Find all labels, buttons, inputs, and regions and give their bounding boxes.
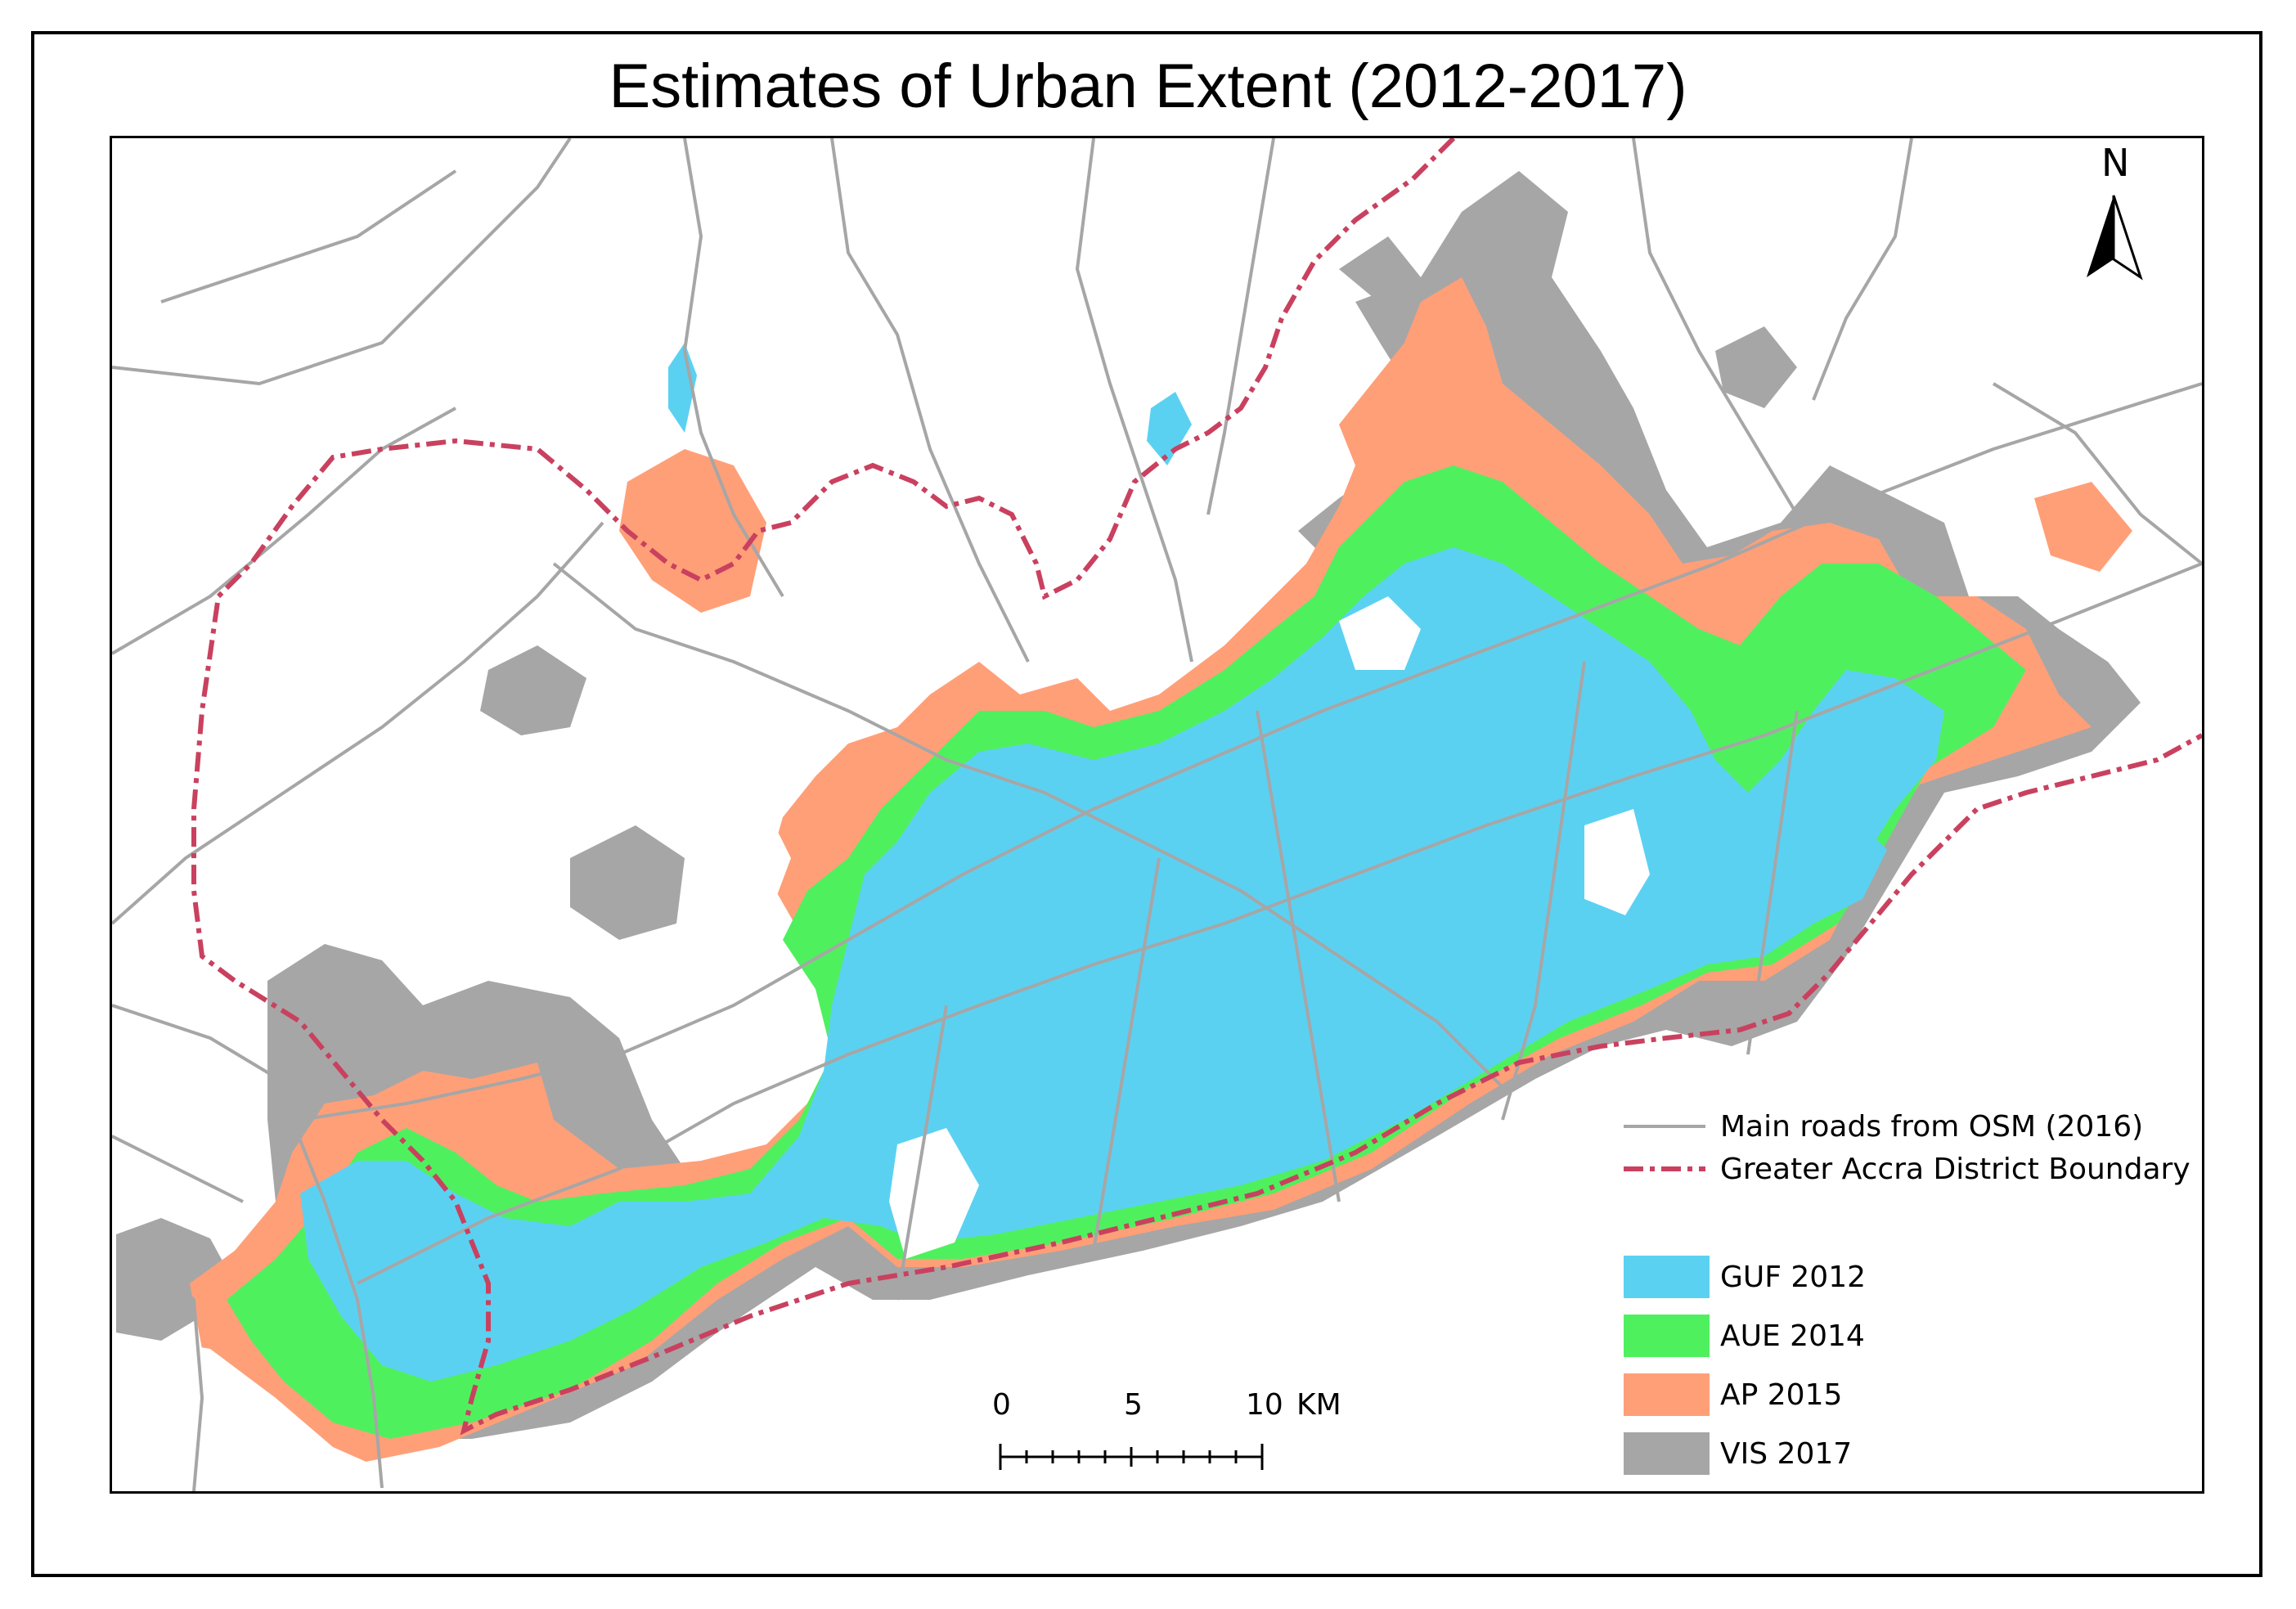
map-canvas: N Main roads from OSM (2016) Greater Acc… (112, 138, 2202, 1491)
legend: Main roads from OSM (2016) Greater Accra… (1624, 1110, 2190, 1475)
legend-roads-label: Main roads from OSM (2016) (1720, 1110, 2143, 1144)
map-frame: N Main roads from OSM (2016) Greater Acc… (110, 136, 2204, 1494)
north-arrow-left-half (2087, 196, 2114, 277)
scale-tick-5: 5 (1124, 1388, 1143, 1422)
legend-vis-2017-swatch (1624, 1432, 1710, 1475)
legend-guf-2012-swatch (1624, 1256, 1710, 1298)
scale-bar-graphic (999, 1444, 1264, 1470)
legend-boundary-label: Greater Accra District Boundary (1720, 1153, 2190, 1186)
legend-vis-2017-label: VIS 2017 (1720, 1437, 1852, 1471)
north-arrow-label: N (2101, 141, 2129, 185)
north-arrow: N (2087, 141, 2143, 281)
legend-ap-2015-swatch (1624, 1373, 1710, 1416)
scale-tick-0: 0 (992, 1388, 1011, 1422)
legend-aue-2014-label: AUE 2014 (1720, 1319, 1865, 1353)
figure-frame (31, 31, 2262, 1577)
north-arrow-right-half (2112, 195, 2143, 281)
guf-2012-extent (300, 343, 1944, 1382)
district-boundary (191, 138, 2202, 1436)
scale-unit: KM (1296, 1388, 1341, 1422)
legend-aue-2014-swatch (1624, 1315, 1710, 1357)
legend-ap-2015-label: AP 2015 (1720, 1378, 1842, 1412)
legend-guf-2012-label: GUF 2012 (1720, 1261, 1866, 1294)
map-title: Estimates of Urban Extent (2012-2017) (609, 52, 1687, 121)
main-roads (112, 138, 2202, 1491)
scale-tick-10: 10 (1246, 1388, 1283, 1422)
scale-bar: 0 5 10 KM (992, 1388, 1341, 1470)
unbuilt-patches (717, 596, 1650, 1259)
